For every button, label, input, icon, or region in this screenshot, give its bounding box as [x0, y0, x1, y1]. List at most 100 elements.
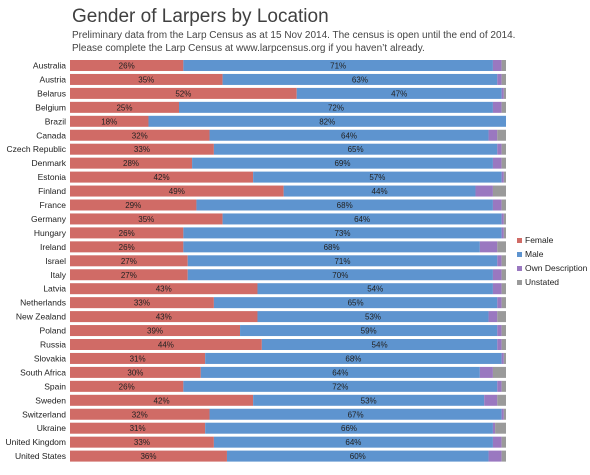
bar-denmark-male [192, 157, 493, 169]
bar-denmark-unstated [501, 157, 506, 169]
bar-slovakia-female [70, 352, 206, 364]
bar-slovakia-own-description [501, 352, 504, 364]
bar-ireland-female [70, 241, 184, 253]
bar-belgium-own-description [492, 101, 502, 113]
bar-finland-unstated [492, 185, 506, 197]
data-label-south-africa-female: 30% [127, 368, 143, 377]
bar-netherlands-male [213, 297, 498, 309]
bar-italy-own-description [492, 269, 502, 281]
chart-subtitle-line-1: Preliminary data from the Larp Census as… [72, 30, 516, 41]
bar-canada-female [70, 129, 210, 141]
bar-poland-female [70, 325, 241, 337]
category-label-united-states: United States [15, 451, 66, 461]
bar-ukraine-unstated [495, 422, 506, 434]
data-label-canada-female: 32% [132, 131, 148, 140]
category-label-hungary: Hungary [34, 228, 67, 238]
bar-poland-male [240, 325, 498, 337]
data-label-denmark-female: 28% [123, 159, 139, 168]
bar-netherlands-female [70, 297, 214, 309]
bar-ukraine-female [70, 422, 206, 434]
bar-finland-male [283, 185, 476, 197]
data-label-netherlands-female: 33% [134, 299, 150, 308]
bar-estonia-unstated [503, 171, 506, 183]
bar-spain-own-description [497, 380, 502, 392]
bar-australia-male [183, 60, 493, 71]
data-label-brazil-female: 18% [101, 117, 117, 126]
bar-slovakia-unstated [503, 352, 506, 364]
data-label-poland-male: 59% [361, 327, 377, 336]
bar-italy-female [70, 269, 188, 281]
chart-title: Gender of Larpers by Location [72, 6, 329, 27]
bar-hungary-female [70, 227, 184, 239]
bar-italy-male [187, 269, 493, 281]
data-label-ukraine-female: 31% [130, 424, 146, 433]
bar-belgium-unstated [501, 101, 506, 113]
legend-label-own-description: Own Description [525, 263, 588, 273]
data-label-united-states-female: 36% [140, 452, 156, 461]
legend-label-female: Female [525, 235, 554, 245]
category-label-latvia: Latvia [43, 284, 66, 294]
data-label-italy-female: 27% [121, 271, 137, 280]
data-label-germany-male: 64% [354, 215, 370, 224]
data-label-austria-male: 63% [352, 75, 368, 84]
bar-germany-unstated [503, 213, 506, 225]
data-label-australia-male: 71% [330, 62, 346, 71]
bar-germany-own-description [501, 213, 504, 225]
bar-australia-unstated [501, 60, 506, 71]
bar-estonia-male [253, 171, 502, 183]
data-label-czech-republic-female: 33% [134, 145, 150, 154]
bar-russia-male [261, 339, 498, 350]
category-label-netherlands: Netherlands [20, 298, 66, 308]
bar-france-own-description [492, 199, 502, 211]
legend-label-unstated: Unstated [525, 277, 559, 287]
bar-brazil-male [148, 115, 507, 127]
data-label-austria-female: 35% [138, 75, 154, 84]
data-label-netherlands-male: 65% [348, 299, 364, 308]
bar-poland-unstated [501, 325, 506, 337]
bar-united-kingdom-female [70, 436, 214, 448]
data-label-estonia-female: 42% [154, 173, 170, 182]
category-label-czech-republic: Czech Republic [6, 144, 66, 154]
category-label-canada: Canada [36, 130, 66, 140]
bar-switzerland-female [70, 408, 210, 420]
data-label-united-kingdom-male: 64% [345, 438, 361, 447]
bar-estonia-female [70, 171, 254, 183]
category-label-ireland: Ireland [40, 242, 66, 252]
bar-belarus-own-description [501, 87, 504, 99]
data-label-israel-male: 71% [334, 257, 350, 266]
bar-finland-female [70, 185, 284, 197]
bar-belgium-female [70, 101, 179, 113]
bar-australia-female [70, 60, 184, 71]
category-label-poland: Poland [40, 326, 67, 336]
bar-france-male [196, 199, 493, 211]
bar-austria-own-description [497, 73, 502, 85]
bar-israel-female [70, 255, 188, 267]
bar-czech-republic-unstated [501, 143, 506, 155]
data-label-slovakia-female: 31% [130, 354, 146, 363]
bar-netherlands-unstated [501, 297, 506, 309]
data-label-czech-republic-male: 65% [348, 145, 364, 154]
data-label-belgium-female: 25% [116, 103, 132, 112]
bar-belgium-male [179, 101, 493, 113]
bar-south-africa-male [200, 366, 480, 378]
bar-united-kingdom-unstated [501, 436, 506, 448]
bar-estonia-own-description [501, 171, 504, 183]
bar-spain-male [183, 380, 498, 392]
bar-hungary-unstated [503, 227, 506, 239]
data-label-latvia-male: 54% [367, 285, 383, 294]
bar-belarus-female [70, 87, 297, 99]
category-label-south-africa: South Africa [20, 367, 66, 377]
bar-united-states-unstated [501, 450, 506, 462]
bar-russia-female [70, 339, 262, 350]
category-label-slovakia: Slovakia [34, 353, 66, 363]
data-label-germany-female: 35% [138, 215, 154, 224]
category-label-finland: Finland [38, 186, 66, 196]
category-label-russia: Russia [40, 340, 66, 350]
bar-latvia-male [257, 283, 493, 295]
category-label-italy: Italy [50, 270, 66, 280]
data-label-france-female: 29% [125, 201, 141, 210]
bar-israel-own-description [497, 255, 502, 267]
bar-canada-male [209, 129, 489, 141]
category-label-ukraine: Ukraine [37, 423, 67, 433]
